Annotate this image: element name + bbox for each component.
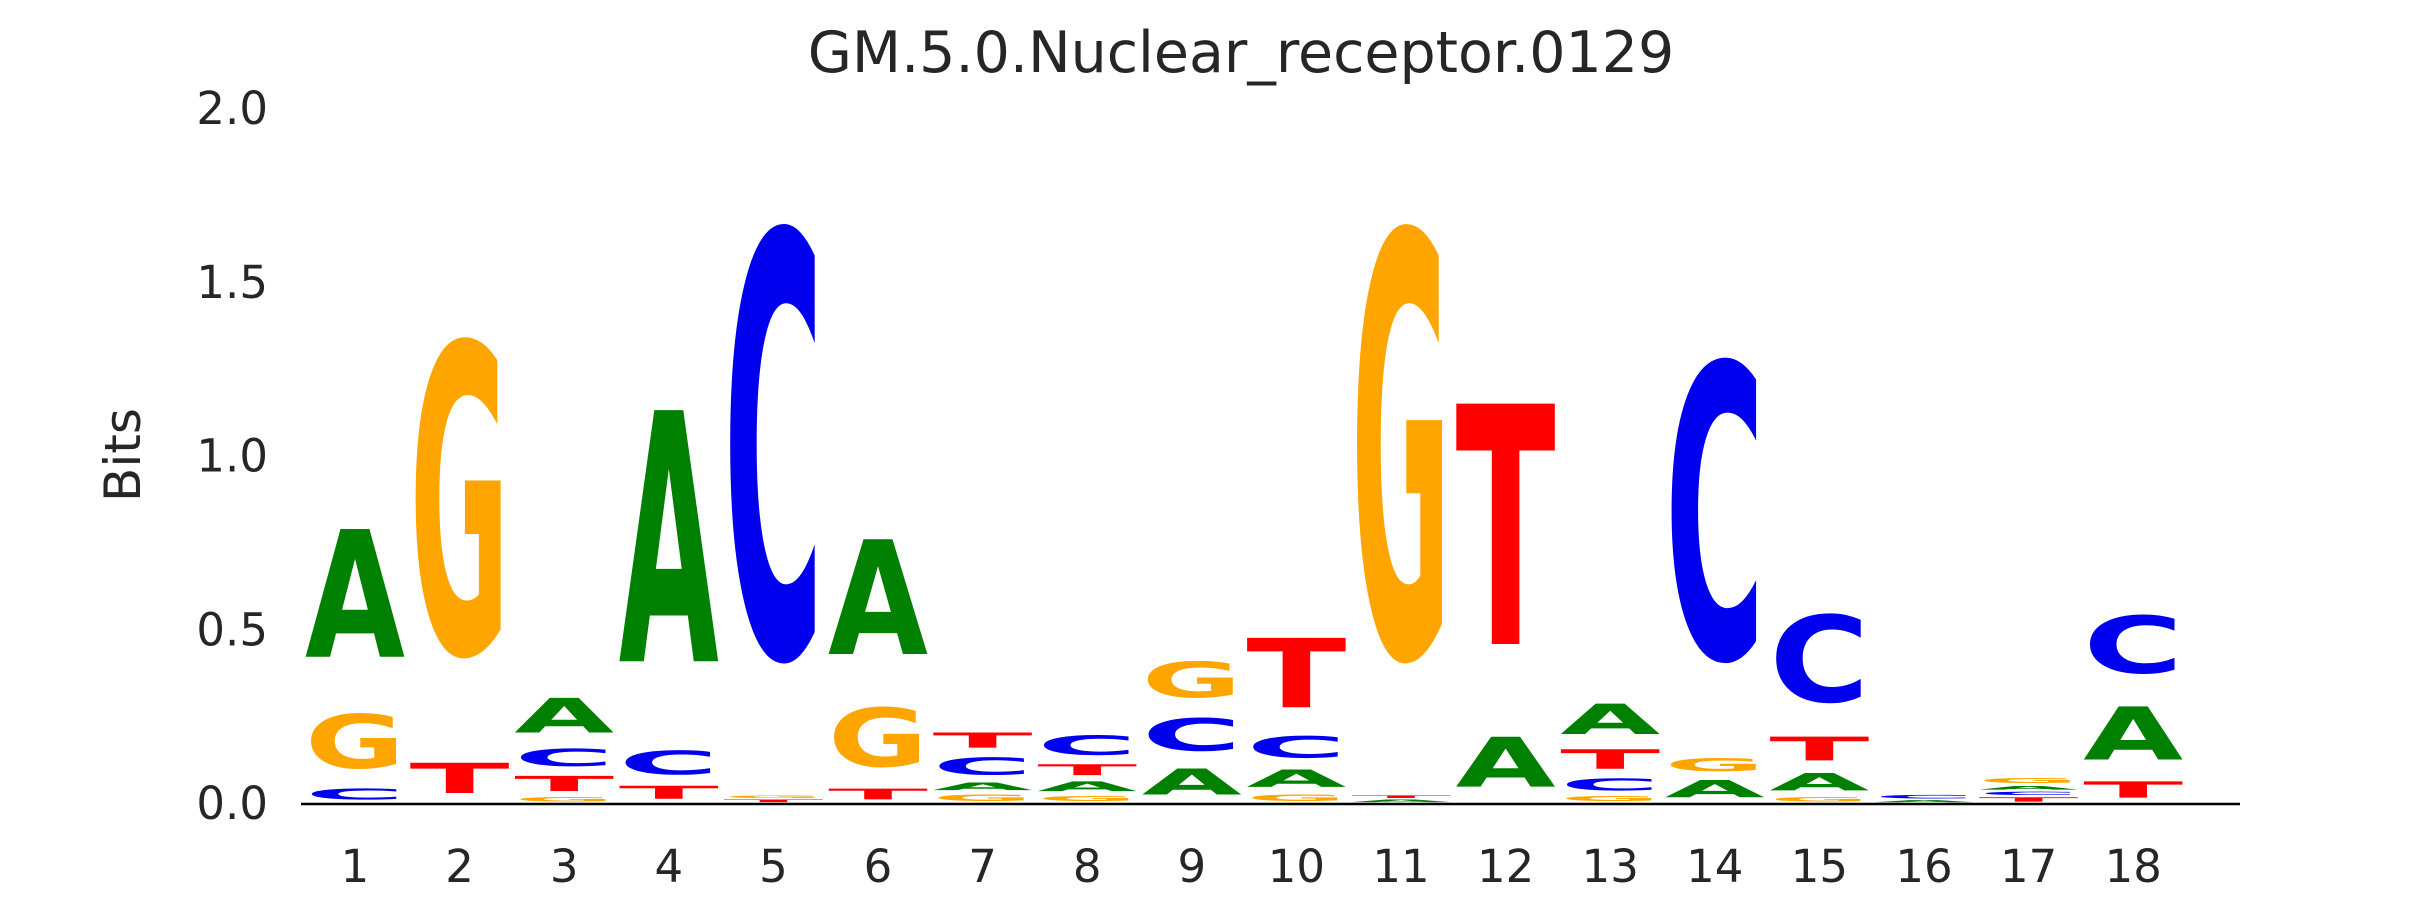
logo-letter-A-pos13: A	[1560, 695, 1660, 744]
logo-letter-A-pos18: A	[2083, 692, 2183, 777]
logo-letter-T-pos7: T	[933, 728, 1033, 752]
logo-letter-G-pos5: G	[723, 795, 823, 799]
logo-letter-C-pos8: C	[1037, 730, 1137, 761]
logo-letter-C-pos10: C	[1246, 730, 1346, 765]
logo-letter-G-pos11: G	[1351, 115, 1451, 792]
x-tick-label: 6	[864, 840, 893, 893]
chart-title: GM.5.0.Nuclear_receptor.0129	[808, 20, 1675, 86]
x-tick-label: 8	[1073, 840, 1102, 893]
x-tick-label: 17	[2000, 840, 2057, 893]
x-tick-label: 14	[1686, 840, 1743, 893]
logo-letter-T-pos10: T	[1246, 620, 1346, 731]
logo-letter-T-pos2: T	[410, 755, 510, 803]
logo-letter-T-pos15: T	[1769, 730, 1869, 768]
logo-letter-A-pos16: A	[1874, 800, 1974, 803]
logo-letter-G-pos14: G	[1665, 754, 1765, 775]
logo-letter-G-pos2: G	[410, 258, 510, 753]
y-axis-tick-labels: 0.0 0.5 1.0 1.5 2.0	[196, 82, 268, 830]
logo-letter-T-pos12: T	[1456, 339, 1556, 723]
logo-letter-C-pos1: C	[305, 786, 405, 803]
logo-letter-C-pos18: C	[2083, 601, 2183, 692]
x-axis-tick-labels: 1 2 3 4 5 6 7 8 9 10 11 12 13 14 15 16 17 18	[341, 840, 2162, 893]
logo-letter-C-pos16: C	[1874, 794, 1974, 800]
logo-letter-A-pos14: A	[1665, 775, 1765, 803]
logo-letter-A-pos15: A	[1769, 768, 1869, 796]
x-tick-label: 7	[968, 840, 997, 893]
logo-letter-G-pos13: G	[1560, 794, 1660, 803]
x-tick-label: 15	[1791, 840, 1848, 893]
y-tick-label: 0.0	[196, 777, 268, 830]
logo-letter-A-pos4: A	[619, 342, 720, 743]
x-tick-label: 13	[1582, 840, 1639, 893]
x-tick-label: 18	[2105, 840, 2162, 893]
logo-letter-C-pos5: C	[723, 116, 823, 793]
x-tick-label: 10	[1268, 840, 1325, 893]
logo-letter-T-pos8: T	[1037, 761, 1137, 778]
logo-letter-A-pos1: A	[305, 495, 405, 699]
logo-letter-G-pos6: G	[828, 693, 928, 786]
logo-letter-A-pos10: A	[1246, 765, 1346, 793]
logo-letter-A-pos3: A	[514, 689, 614, 744]
logo-letter-T-pos17: T	[1979, 796, 2079, 803]
logo-letter-A-pos12: A	[1456, 724, 1556, 803]
logo-letter-C-pos7: C	[933, 753, 1033, 781]
logo-letter-G-pos10: G	[1246, 793, 1346, 803]
logo-letter-G-pos7: G	[933, 793, 1033, 803]
logo-letter-A-pos9: A	[1142, 762, 1242, 803]
logo-letter-T-pos6: T	[828, 786, 928, 803]
logo-letter-A-pos17: A	[1979, 785, 2079, 791]
x-tick-label: 2	[445, 840, 474, 893]
logo-letter-C-pos13: C	[1560, 775, 1660, 794]
logo-letter-G-pos3: G	[514, 796, 614, 803]
logo-letter-T-pos5: T	[723, 799, 823, 803]
x-tick-label: 4	[654, 840, 683, 893]
logo-letter-C-pos15: C	[1769, 592, 1869, 730]
y-tick-label: 0.5	[196, 603, 268, 656]
y-axis-label: Bits	[94, 408, 152, 502]
y-tick-label: 2.0	[196, 82, 268, 135]
logo-letter-A-pos6: A	[828, 508, 928, 692]
x-tick-label: 1	[341, 840, 370, 893]
logo-letter-G-pos1: G	[305, 699, 405, 786]
x-tick-label: 9	[1177, 840, 1206, 893]
logo-letter-A-pos8: A	[1037, 779, 1137, 795]
logo-letter-T-pos18: T	[2083, 777, 2183, 803]
y-tick-label: 1.0	[196, 430, 268, 483]
logo-letter-A-pos7: A	[933, 780, 1033, 792]
logo-letter-T-pos11: T	[1351, 795, 1451, 799]
logo-letter-T-pos13: T	[1560, 744, 1660, 775]
logo-letter-C-pos17: C	[1979, 791, 2079, 796]
y-tick-label: 1.5	[196, 256, 268, 309]
logo-letter-A-pos11: A	[1351, 799, 1451, 803]
logo-letter-C-pos14: C	[1665, 284, 1765, 754]
logo-letter-T-pos4: T	[619, 782, 719, 803]
logo-letter-G-pos17: G	[1979, 776, 2079, 785]
logo-letter-G-pos8: G	[1037, 794, 1137, 803]
logo-letter-C-pos3: C	[514, 744, 614, 772]
x-tick-label: 16	[1895, 840, 1952, 893]
x-tick-label: 12	[1477, 840, 1534, 893]
logo-letter-C-pos4: C	[619, 744, 719, 782]
x-tick-label: 3	[550, 840, 579, 893]
logo-letter-T-pos3: T	[514, 772, 614, 796]
x-tick-label: 11	[1372, 840, 1429, 893]
logo-letter-C-pos9: C	[1142, 709, 1242, 761]
logo-letter-G-pos15: G	[1769, 796, 1869, 803]
x-tick-label: 5	[759, 840, 788, 893]
logo-letter-G-pos9: G	[1142, 652, 1242, 709]
